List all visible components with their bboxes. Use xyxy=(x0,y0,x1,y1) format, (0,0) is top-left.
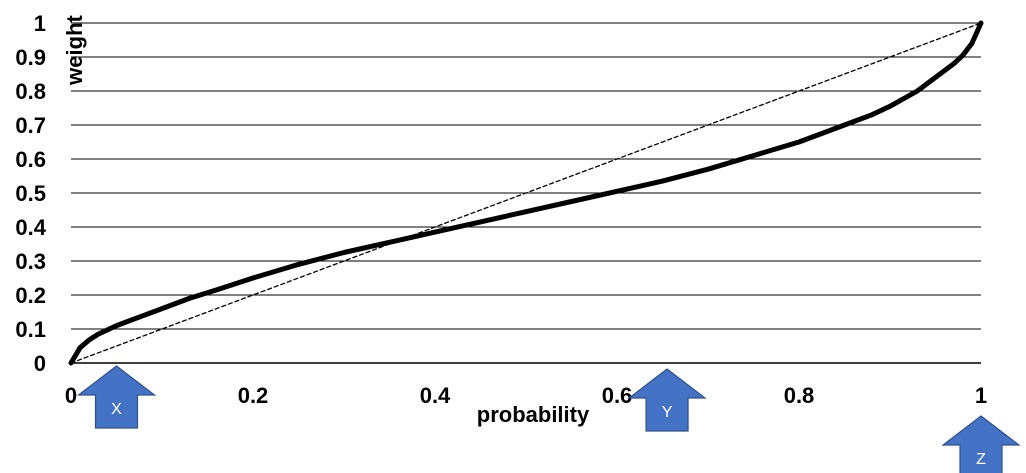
weighting-curve xyxy=(68,20,984,366)
up-arrow-icon xyxy=(76,365,157,429)
y-tick-label: 1 xyxy=(34,11,46,36)
x-tick-label: 0.8 xyxy=(784,383,815,408)
annotation-arrows: X Y Z xyxy=(76,365,1021,473)
y-tick-label: 0.5 xyxy=(15,181,46,206)
y-tick-label: 0.4 xyxy=(15,215,46,240)
up-arrow-icon xyxy=(627,368,707,432)
x-axis-label: probability xyxy=(477,402,590,427)
series-group xyxy=(68,20,984,366)
arrow-marker-x: X xyxy=(76,365,157,429)
x-tick-label: 0.6 xyxy=(602,383,633,408)
x-tick-labels: 0 0.2 0.4 0.6 0.8 1 xyxy=(65,383,987,408)
y-tick-label: 0.1 xyxy=(15,317,46,342)
y-tick-label: 0 xyxy=(34,351,46,376)
arrow-label: Y xyxy=(662,404,673,421)
gridlines xyxy=(71,22,981,330)
y-tick-label: 0.6 xyxy=(15,147,46,172)
arrow-marker-y: Y xyxy=(627,368,707,432)
y-tick-label: 0.3 xyxy=(15,249,46,274)
y-tick-label: 0.7 xyxy=(15,113,46,138)
y-axis-label: weight xyxy=(62,14,87,85)
y-tick-label: 0.9 xyxy=(15,45,46,70)
x-tick-label: 0.4 xyxy=(420,383,451,408)
arrow-label: Z xyxy=(976,451,986,468)
y-tick-labels: 0 0.1 0.2 0.3 0.4 0.5 0.6 0.7 0.8 0.9 1 xyxy=(15,11,46,376)
arrow-marker-z: Z xyxy=(941,415,1021,473)
arrow-label: X xyxy=(111,401,122,418)
x-tick-label: 0 xyxy=(65,383,77,408)
x-tick-label: 0.2 xyxy=(238,383,269,408)
x-tick-label: 1 xyxy=(975,383,987,408)
y-tick-label: 0.8 xyxy=(15,79,46,104)
y-tick-label: 0.2 xyxy=(15,283,46,308)
up-arrow-icon xyxy=(941,415,1021,473)
reference-diagonal-line xyxy=(70,22,982,364)
